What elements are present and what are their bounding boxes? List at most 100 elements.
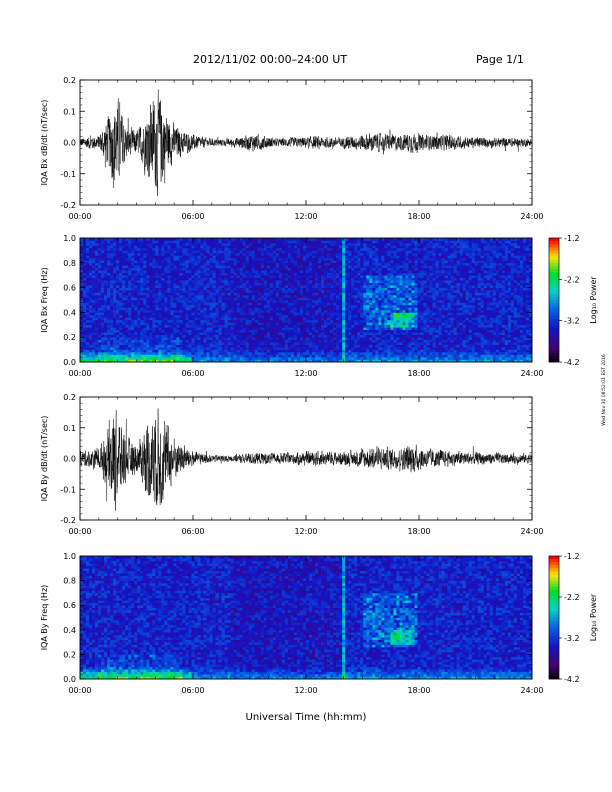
heat-cell xyxy=(119,349,123,353)
heat-cell xyxy=(200,317,204,321)
heat-cell xyxy=(185,285,189,288)
heat-cell xyxy=(185,339,189,343)
heat-cell xyxy=(197,334,201,338)
heat-cell xyxy=(278,304,283,308)
heat-cell xyxy=(339,287,343,291)
heat-cell xyxy=(140,304,144,308)
heat-cell xyxy=(89,359,93,363)
heat-cell xyxy=(278,337,283,340)
heat-cell xyxy=(98,285,102,288)
heat-cell xyxy=(161,297,165,301)
heat-cell xyxy=(239,334,244,338)
heat-cell xyxy=(284,312,289,316)
heat-cell xyxy=(339,324,343,328)
heat-cell xyxy=(125,275,129,278)
heat-cell xyxy=(131,275,135,278)
heat-cell xyxy=(296,349,301,353)
heat-cell xyxy=(137,324,141,328)
heat-cell xyxy=(336,255,340,259)
heat-cell xyxy=(336,245,340,249)
heat-cell xyxy=(263,285,268,288)
heat-cell xyxy=(248,242,253,246)
heat-cell xyxy=(312,332,316,336)
heat-cell xyxy=(137,277,141,281)
heat-cell xyxy=(248,270,253,274)
heat-cell xyxy=(134,242,138,246)
heat-cell xyxy=(149,272,153,276)
heat-cell xyxy=(137,307,141,311)
heat-cell xyxy=(200,250,204,254)
heat-cell xyxy=(260,252,265,256)
heat-cell xyxy=(372,332,376,336)
heat-cell xyxy=(116,337,120,340)
heat-cell xyxy=(188,292,192,296)
heat-cell xyxy=(134,240,138,244)
heat-cell xyxy=(351,300,355,303)
heat-cell xyxy=(203,314,207,318)
heat-cell xyxy=(146,285,150,288)
heat-cell xyxy=(284,337,289,340)
heat-cell xyxy=(158,334,162,338)
heat-cell xyxy=(86,290,90,293)
heat-cell xyxy=(107,349,111,353)
heat-cell xyxy=(299,359,304,363)
heat-cell xyxy=(134,347,138,350)
heat-cell xyxy=(306,312,310,316)
heat-cell xyxy=(185,319,189,323)
heat-cell xyxy=(266,295,271,298)
heat-cell xyxy=(206,257,210,261)
heat-cell xyxy=(236,307,240,311)
heat-cell xyxy=(200,272,204,276)
heat-cell xyxy=(324,312,328,316)
heat-cell xyxy=(167,267,171,271)
heat-cell xyxy=(287,285,292,288)
heat-cell xyxy=(272,292,277,296)
heat-cell xyxy=(366,329,370,333)
heat-cell xyxy=(200,292,204,296)
heat-cell xyxy=(122,327,126,331)
heat-cell xyxy=(296,245,301,249)
heat-cell xyxy=(173,332,177,336)
heat-cell xyxy=(86,240,90,244)
heat-cell xyxy=(218,327,222,331)
heat-cell xyxy=(354,245,358,249)
heat-cell xyxy=(293,332,298,336)
heat-cell xyxy=(173,342,177,345)
heat-cell xyxy=(107,255,111,259)
heat-cell xyxy=(366,314,370,318)
heat-cell xyxy=(290,357,295,360)
heat-cell xyxy=(197,255,201,259)
heat-cell xyxy=(83,342,87,345)
heat-cell xyxy=(128,314,132,318)
heat-cell xyxy=(272,359,277,363)
heat-cell xyxy=(236,255,240,259)
heat-cell xyxy=(182,359,186,363)
heat-cell xyxy=(107,292,111,296)
heat-cell xyxy=(92,300,96,303)
heat-cell xyxy=(128,287,132,291)
heat-cell xyxy=(134,337,138,340)
heat-cell xyxy=(324,334,328,338)
heat-cell xyxy=(179,322,183,326)
heat-cell xyxy=(140,312,144,316)
heat-cell xyxy=(369,329,373,333)
heat-cell xyxy=(188,319,192,323)
heat-cell xyxy=(122,260,126,264)
heat-cell xyxy=(245,297,250,301)
heat-cell xyxy=(89,354,93,358)
heat-cell xyxy=(321,329,325,333)
heat-cell xyxy=(248,322,253,326)
heat-cell xyxy=(191,277,195,281)
heat-cell xyxy=(290,349,295,353)
heat-cell xyxy=(321,280,325,283)
heat-cell xyxy=(176,242,180,246)
heat-cell xyxy=(191,349,195,353)
heat-cell xyxy=(188,287,192,291)
heat-cell xyxy=(167,272,171,276)
heat-cell xyxy=(80,309,84,313)
heat-cell xyxy=(128,359,132,363)
heat-cell xyxy=(318,322,322,326)
heat-cell xyxy=(372,322,376,326)
heat-cell xyxy=(116,277,120,281)
heat-cell xyxy=(167,262,171,266)
